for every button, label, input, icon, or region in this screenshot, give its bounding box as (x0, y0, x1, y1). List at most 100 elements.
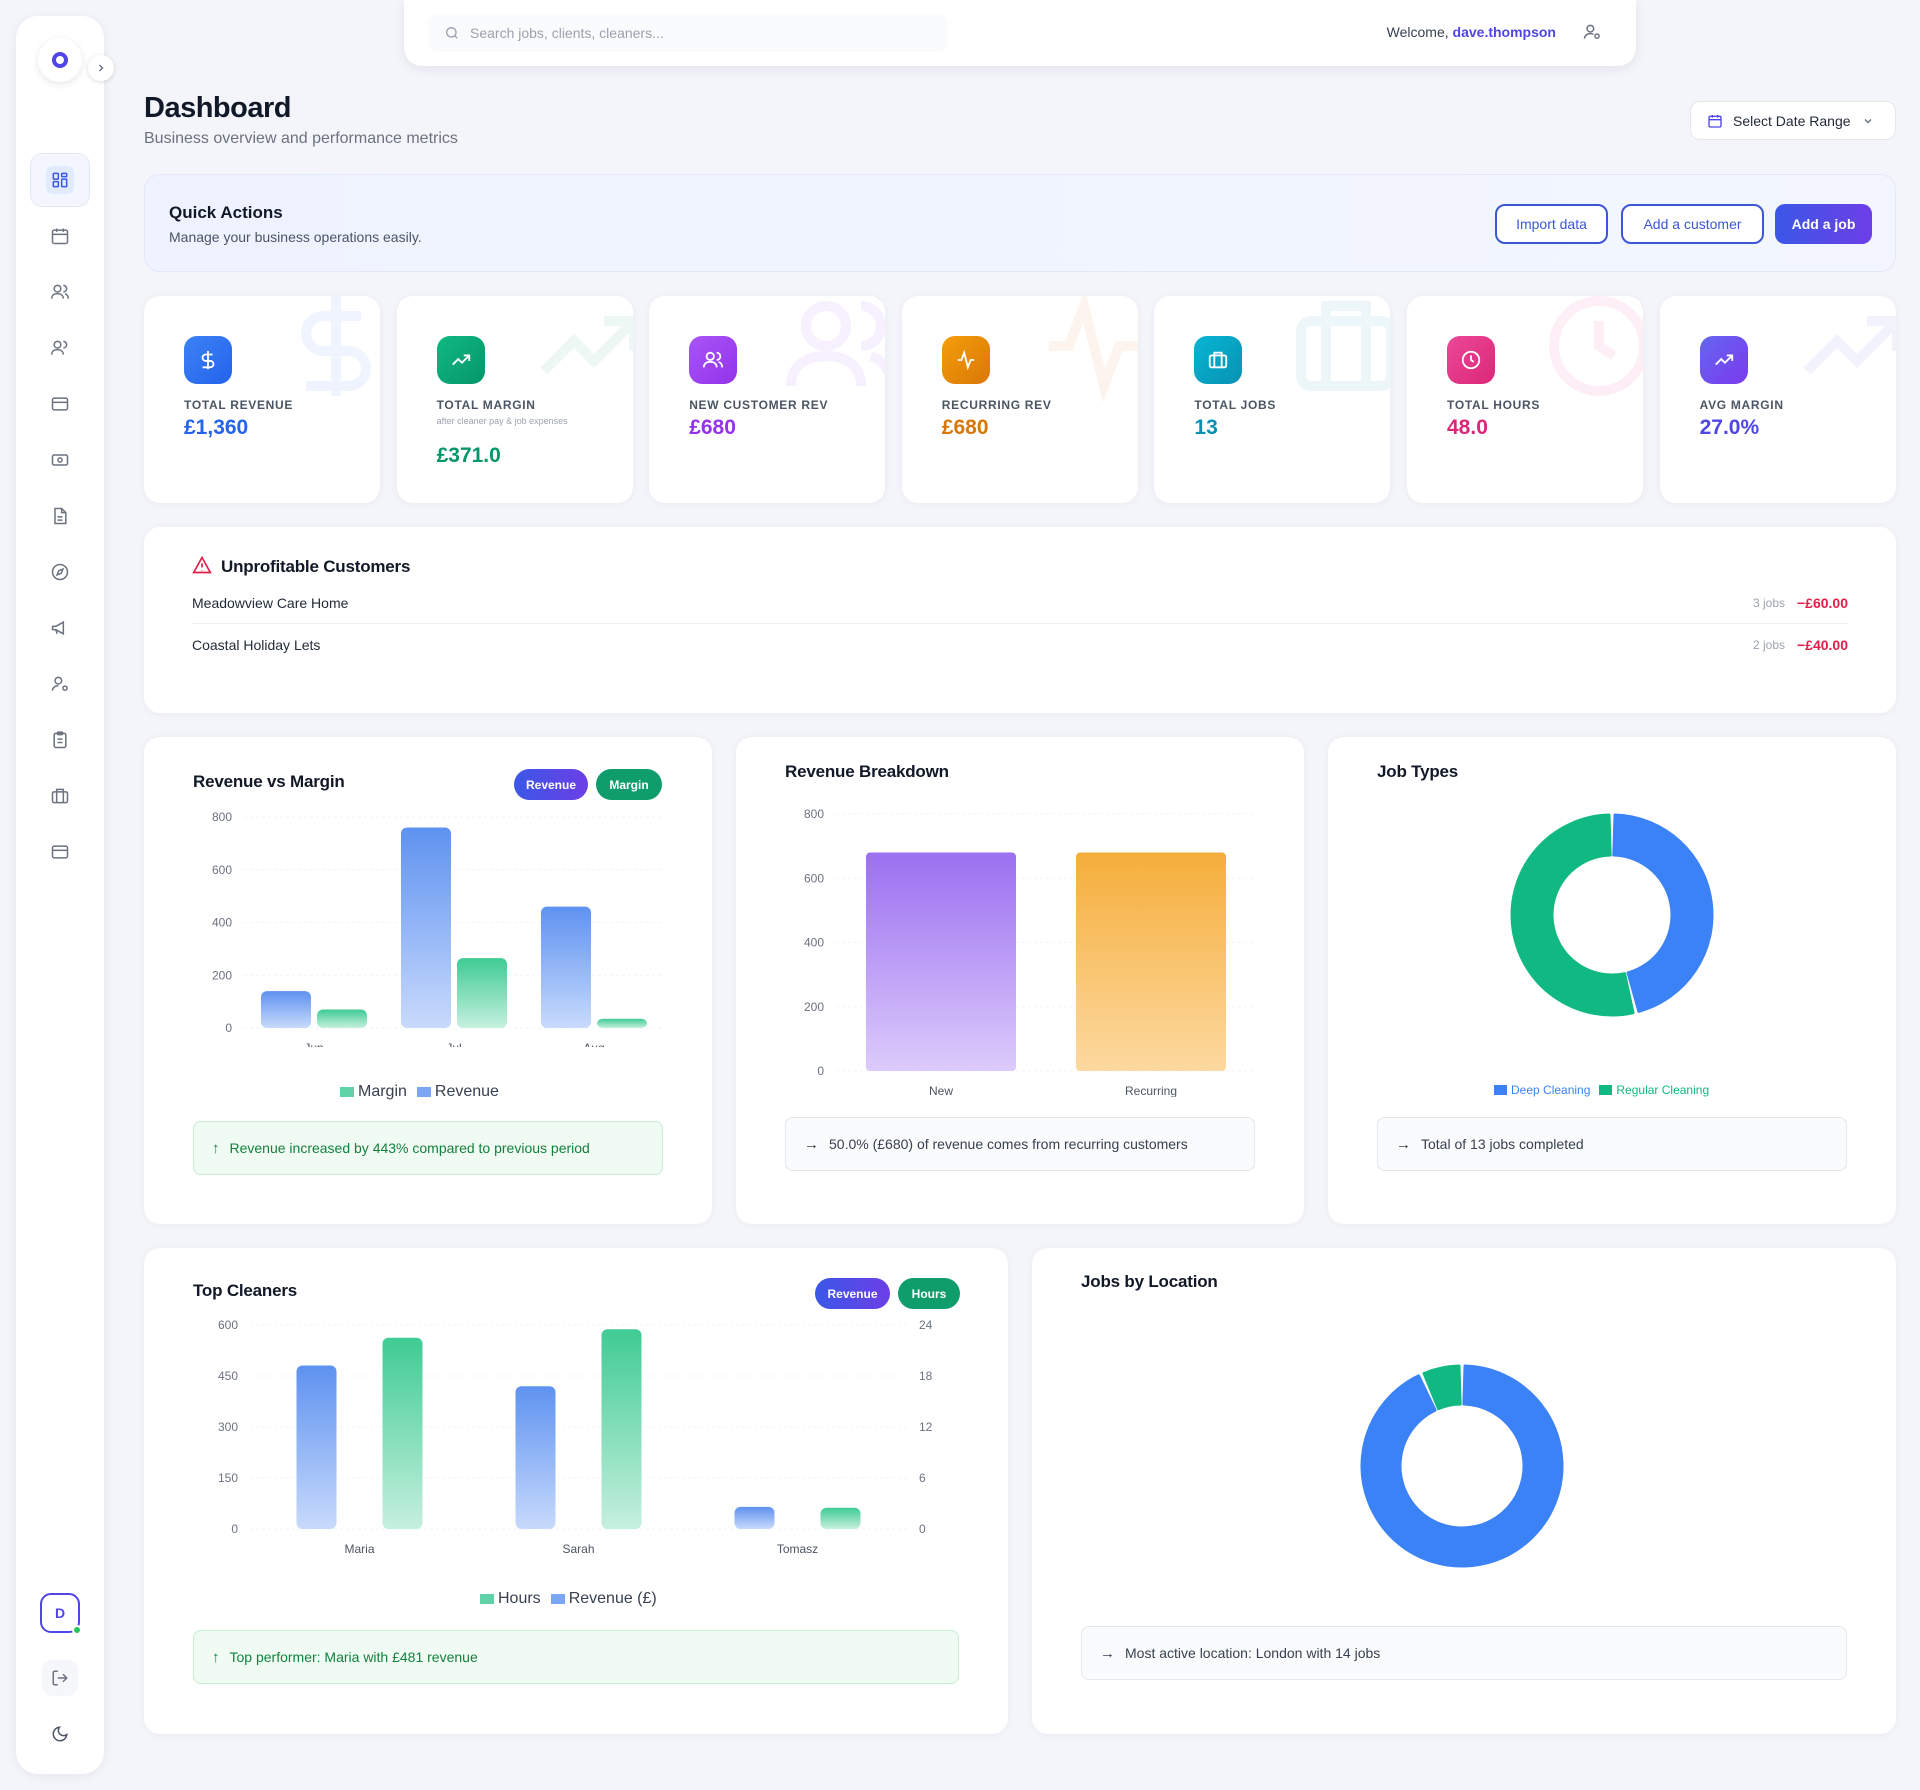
arrow-right-icon: → (1396, 1135, 1411, 1153)
quick-actions-title: Quick Actions (169, 203, 283, 222)
kpi-value: £1,360 (184, 416, 249, 439)
chevron-down-icon (1864, 118, 1872, 123)
add-customer-button[interactable]: Add a customer (1621, 204, 1764, 244)
job-types-insight: → Total of 13 jobs completed (1377, 1117, 1847, 1171)
bar-hours (601, 1329, 642, 1529)
kpi-icon (436, 336, 485, 384)
kpi-card: TOTAL HOURS 48.0 (1407, 296, 1643, 503)
sidebar-item-compass[interactable] (30, 545, 90, 599)
kpi-label: TOTAL REVENUE (184, 398, 294, 412)
kpi-note: after cleaner pay & job expenses (436, 416, 568, 426)
quick-actions-subtitle: Manage your business operations easily. (169, 229, 422, 245)
users-icon (50, 284, 70, 299)
sidebar: D (16, 16, 114, 1774)
jobs-location-donut (1360, 1364, 1564, 1568)
collapse-sidebar-button[interactable] (88, 55, 114, 81)
unprofitable-title: Unprofitable Customers (221, 557, 411, 576)
sidebar-item-team[interactable] (30, 321, 90, 375)
sidebar-item-billing[interactable] (30, 825, 90, 879)
x-tick-label: Maria (344, 1542, 374, 1556)
y-tick-label: 300 (218, 1420, 238, 1434)
slice-london (1360, 1364, 1564, 1568)
avatar[interactable]: D (40, 1593, 82, 1635)
y-tick-label: 400 (804, 936, 824, 950)
breakdown-insight: → 50.0% (£680) of revenue comes from recu… (785, 1117, 1255, 1171)
billing-icon (51, 845, 69, 859)
kpi-card: TOTAL JOBS 13 (1154, 296, 1391, 503)
document-icon (54, 507, 67, 525)
sidebar-item-cash[interactable] (30, 433, 90, 487)
search-input[interactable]: Search jobs, clients, cleaners... (428, 14, 948, 52)
date-range-select[interactable]: Select Date Range (1690, 101, 1896, 140)
revenue-vs-margin-card: Revenue vs Margin Revenue Margin 0 200 400… (144, 737, 712, 1224)
app-logo[interactable] (38, 38, 82, 82)
y2-tick-label: 18 (919, 1369, 933, 1383)
activity-icon (1048, 296, 1138, 403)
kpi-card: NEW CUSTOMER REV £680 (649, 296, 886, 503)
sidebar-item-dashboard[interactable] (30, 153, 90, 207)
y-tick-label: 450 (218, 1369, 238, 1383)
welcome-text: Welcome, dave.thompson (1386, 24, 1556, 40)
theme-toggle-button[interactable] (42, 1716, 78, 1752)
sidebar-item-calendar[interactable] (30, 209, 90, 263)
kpi-label: RECURRING REV (941, 398, 1052, 412)
dollar-icon (301, 296, 371, 396)
list-item[interactable]: Coastal Holiday Lets 2 jobs −£40.00 (192, 636, 1848, 653)
kpi-label: TOTAL JOBS (1194, 398, 1277, 412)
dollar-icon (201, 350, 215, 370)
revenue-toggle[interactable]: Revenue (514, 769, 588, 800)
margin-toggle[interactable]: Margin (596, 769, 662, 800)
slice-other (1422, 1364, 1462, 1411)
trending-up-icon (1803, 316, 1896, 375)
chevron-right-icon (99, 64, 104, 72)
x-tick-label: Aug (583, 1041, 604, 1047)
chart-legend: Margin Revenue (340, 1083, 499, 1101)
list-item[interactable]: Meadowview Care Home 3 jobs −£60.00 (192, 583, 1848, 624)
unprofitable-customers-card: Unprofitable Customers Meadowview Care H… (144, 527, 1896, 713)
kpi-card: TOTAL MARGIN after cleaner pay & job expe… (396, 296, 633, 503)
kpi-icon (184, 336, 232, 384)
sidebar-item-megaphone[interactable] (30, 601, 90, 655)
bar-revenue (401, 827, 451, 1028)
cash-icon (51, 454, 69, 466)
user-settings-icon[interactable] (1582, 22, 1602, 42)
x-tick-label: Sarah (562, 1542, 594, 1556)
sidebar-item-user-settings[interactable] (30, 657, 90, 711)
username[interactable]: dave.thompson (1452, 24, 1556, 40)
kpi-label: TOTAL HOURS (1447, 398, 1541, 412)
search-placeholder: Search jobs, clients, cleaners... (470, 25, 664, 41)
kpi-label: AVG MARGIN (1699, 398, 1784, 412)
briefcase-icon (51, 788, 69, 804)
sidebar-item-users[interactable] (30, 265, 90, 319)
sidebar-item-clipboard[interactable] (30, 713, 90, 767)
chart-title: Job Types (1377, 762, 1459, 781)
add-job-button[interactable]: Add a job (1775, 204, 1872, 244)
sidebar-item-briefcase[interactable] (30, 769, 90, 823)
hours-toggle[interactable]: Hours (898, 1278, 960, 1309)
revenue-breakdown-card: Revenue Breakdown 0 200 400 600 800 New Recurr… (736, 737, 1304, 1224)
sidebar-item-card[interactable] (30, 377, 90, 431)
arrow-up-icon: ↑ (212, 1648, 220, 1666)
revenue-toggle[interactable]: Revenue (815, 1278, 890, 1309)
revenue-insight: ↑ Revenue increased by 443% compared to p… (193, 1121, 663, 1175)
quick-actions-panel: Quick Actions Manage your business opera… (144, 174, 1896, 272)
bar (866, 852, 1016, 1071)
kpi-value: 48.0 (1447, 416, 1488, 439)
bar-revenue (515, 1386, 556, 1529)
slice-deep-cleaning (1612, 813, 1714, 1013)
logout-button[interactable] (42, 1660, 78, 1696)
top-performer-insight: ↑ Top performer: Maria with £481 revenue (193, 1630, 959, 1684)
y2-tick-label: 12 (919, 1420, 933, 1434)
import-data-button[interactable]: Import data (1495, 204, 1608, 244)
bar-margin (317, 1009, 367, 1028)
arrow-right-icon: → (1100, 1644, 1115, 1662)
y-tick-label: 600 (218, 1318, 238, 1332)
top-bar: Search jobs, clients, cleaners... Welcom… (404, 0, 1636, 66)
sidebar-item-document[interactable] (30, 489, 90, 543)
user-settings-icon (51, 676, 68, 691)
calendar-icon (51, 228, 69, 245)
search-icon (446, 27, 458, 39)
logout-icon (52, 1670, 68, 1686)
revenue-breakdown-chart: 0 200 400 600 800 New Recurring (804, 807, 1256, 1097)
bar-margin (457, 958, 507, 1028)
